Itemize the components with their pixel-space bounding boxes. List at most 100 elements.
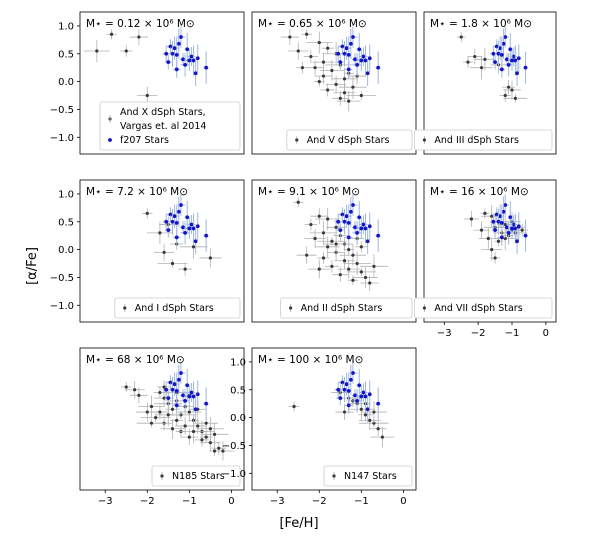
- dsph-point: [372, 421, 376, 425]
- f207-point: [348, 41, 353, 46]
- f207-point: [357, 47, 362, 52]
- f207-point: [367, 224, 372, 229]
- dsph-point: [479, 66, 484, 70]
- f207-point: [204, 65, 209, 70]
- dsph-point: [483, 57, 487, 61]
- dsph-point: [347, 267, 351, 271]
- panel-plot-area: [83, 26, 209, 105]
- f207-point: [493, 60, 497, 65]
- f207-point: [183, 63, 188, 67]
- f207-point: [166, 228, 171, 233]
- dsph-point: [330, 239, 334, 243]
- legend-label: And V dSph Stars: [307, 135, 390, 146]
- dsph-point: [208, 427, 212, 431]
- f207-point: [510, 58, 514, 63]
- dsph-point: [330, 264, 334, 268]
- f207-point: [499, 220, 504, 225]
- f207-point: [336, 219, 341, 224]
- dsph-point: [204, 435, 208, 439]
- f207-point: [336, 387, 341, 392]
- dsph-point: [326, 88, 330, 92]
- f207-point: [501, 209, 506, 214]
- f207-point: [348, 209, 353, 214]
- f207-point: [508, 47, 513, 52]
- x-tick-label: 0: [400, 496, 406, 507]
- f207-point: [346, 67, 351, 72]
- y-tick-label: −0.5: [50, 105, 74, 116]
- panel-plot-area: [293, 194, 388, 291]
- panel-plot-area: [464, 194, 528, 264]
- dsph-point: [466, 60, 470, 64]
- f207-point: [189, 390, 194, 395]
- f207-point: [193, 407, 198, 412]
- panel-mass-label: M⋆ = 9.1 × 10⁶ M⊙: [258, 186, 360, 198]
- f207-point: [338, 396, 343, 401]
- dsph-point: [486, 236, 490, 241]
- y-tick-label: 0.5: [230, 385, 246, 396]
- dsph-point: [208, 256, 212, 260]
- f207-point: [191, 394, 196, 399]
- dsph-point: [313, 236, 317, 241]
- dsph-point: [376, 427, 380, 431]
- f207-point: [516, 56, 521, 61]
- f207-point: [346, 388, 351, 393]
- dsph-point: [133, 388, 137, 392]
- dsph-point: [479, 228, 484, 232]
- f207-point: [183, 231, 188, 235]
- f207-point: [365, 71, 370, 76]
- f207-point: [185, 383, 190, 388]
- dsph-point: [363, 275, 368, 280]
- dsph-point: [170, 261, 175, 266]
- f207-point: [174, 220, 179, 225]
- f207-point: [359, 226, 364, 231]
- f207-point: [174, 388, 179, 393]
- f207-point: [185, 215, 190, 220]
- y-tick-label: 1.0: [58, 21, 74, 32]
- f207-point: [355, 231, 360, 235]
- f207-point: [346, 403, 351, 408]
- f207-point: [342, 51, 347, 56]
- legend-dsph-marker: [123, 306, 127, 310]
- f207-point: [511, 222, 516, 227]
- legend-label: And I dSph Stars: [135, 303, 214, 314]
- legend-box: [413, 129, 553, 151]
- dsph-point: [175, 418, 179, 422]
- dsph-point: [503, 222, 507, 227]
- x-tick-label: −2: [312, 496, 327, 507]
- f207-point: [506, 231, 511, 235]
- dsph-point: [305, 32, 309, 36]
- f207-point: [351, 35, 355, 39]
- f207-point: [523, 233, 528, 238]
- dsph-point: [338, 273, 342, 277]
- dsph-point: [321, 256, 326, 260]
- dsph-point: [469, 217, 473, 221]
- f207-point: [187, 394, 192, 399]
- dsph-point: [334, 225, 338, 229]
- f207-point: [179, 203, 183, 207]
- panel-plot-area: [142, 194, 222, 276]
- f207-point: [491, 51, 496, 56]
- f207-point: [506, 63, 511, 67]
- legend-label: N147 Stars: [344, 471, 397, 482]
- dsph-point: [459, 35, 463, 39]
- dsph-point: [513, 96, 517, 100]
- f207-point: [342, 219, 347, 224]
- y-tick-label: 0.5: [58, 217, 74, 228]
- dsph-point: [187, 410, 191, 414]
- f207-point: [348, 377, 353, 382]
- dsph-point: [473, 54, 477, 59]
- dsph-point: [317, 80, 321, 84]
- dsph-point: [483, 211, 487, 216]
- f207-point: [505, 225, 509, 230]
- y-tick-label: −1.0: [50, 133, 74, 144]
- legend-box: [323, 465, 413, 487]
- x-tick-label: −2: [471, 328, 486, 339]
- legend-dsph-marker: [160, 474, 164, 478]
- dsph-point: [145, 93, 149, 98]
- f207-point: [363, 58, 368, 63]
- f207-point: [503, 203, 508, 207]
- y-tick-label: −1.0: [222, 469, 246, 480]
- legend-label: And III dSph Stars: [434, 135, 519, 146]
- legend-box: [413, 297, 553, 319]
- dsph-point: [347, 99, 351, 103]
